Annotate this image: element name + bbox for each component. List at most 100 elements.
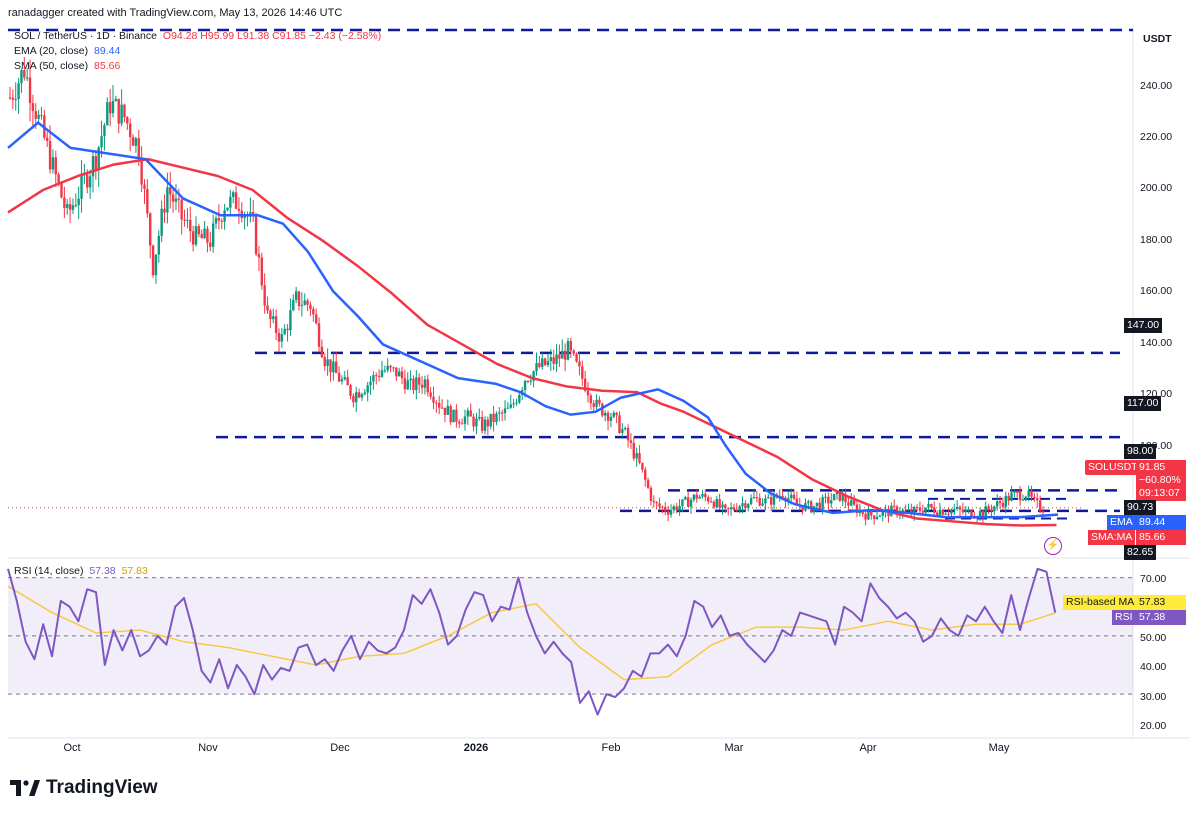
- candle-body: [480, 417, 484, 431]
- sma50-line: [7, 157, 1057, 527]
- candle-body: [586, 390, 590, 396]
- candle-body: [772, 494, 776, 505]
- candle-body: [63, 197, 66, 208]
- candle-body: [106, 102, 109, 126]
- candle-body: [189, 219, 192, 232]
- candle-body: [695, 494, 698, 499]
- candle-body: [498, 412, 501, 414]
- symbol-title: SOL / TetherUS · 1D · Binance: [14, 30, 157, 42]
- price-tick: 140.00: [1140, 337, 1173, 349]
- candle-body: [918, 507, 922, 512]
- candle-body: [435, 402, 438, 404]
- candle-body: [635, 453, 638, 459]
- sma-value-tag: 85.66: [1136, 530, 1186, 545]
- candle-body: [518, 394, 521, 403]
- candle-body: [589, 395, 593, 404]
- candle-body: [761, 503, 764, 506]
- candle-body: [941, 509, 945, 515]
- candle-body: [466, 410, 470, 417]
- candle-body: [881, 510, 884, 516]
- candle-body: [984, 506, 987, 518]
- tradingview-logo-icon: [10, 779, 40, 797]
- candle-body: [357, 392, 361, 398]
- candle-body: [335, 361, 338, 373]
- candle-body: [569, 341, 573, 351]
- candle-body: [409, 378, 412, 381]
- candle-body: [913, 507, 916, 515]
- candle-body: [183, 219, 186, 221]
- candle-body: [503, 408, 507, 414]
- candle-body: [406, 380, 409, 390]
- candle-body: [924, 507, 927, 513]
- tradingview-brand[interactable]: TradingView: [10, 777, 158, 799]
- candle-body: [495, 413, 498, 422]
- candle-body: [652, 500, 656, 503]
- candle-body: [397, 371, 401, 377]
- candle-body: [151, 245, 155, 276]
- ema-value-tag: 89.44: [1136, 515, 1186, 530]
- candle-body: [732, 507, 736, 510]
- sma-legend: SMA (50, close) 85.66: [14, 60, 120, 72]
- candle-body: [320, 346, 324, 358]
- candle-body: [827, 496, 830, 504]
- candle-body: [861, 510, 864, 514]
- candle-body: [1021, 499, 1025, 501]
- candle-body: [37, 114, 40, 119]
- level-tag-9073: 90.73: [1124, 500, 1157, 515]
- rsi-ma-name-tag: RSI-based MA: [1063, 595, 1138, 610]
- candle-body: [263, 285, 266, 306]
- candle-body: [572, 350, 575, 354]
- candle-body: [460, 423, 464, 425]
- candle-body: [8, 97, 12, 99]
- x-tick: Nov: [198, 742, 218, 754]
- candle-body: [824, 496, 827, 498]
- lightning-icon[interactable]: ⚡: [1044, 537, 1062, 555]
- candle-body: [1010, 492, 1013, 501]
- candle-body: [252, 212, 255, 216]
- candle-body: [970, 509, 973, 518]
- candle-body: [870, 511, 873, 516]
- candle-body: [601, 403, 604, 416]
- candle-body: [755, 497, 759, 499]
- symbol-legend: SOL / TetherUS · 1D · Binance O94.28 H95…: [14, 30, 381, 42]
- price-axis-unit: USDT: [1143, 33, 1172, 45]
- candle-body: [489, 413, 492, 427]
- ema-legend: EMA (20, close) 89.44: [14, 45, 120, 57]
- candle-body: [77, 198, 80, 206]
- candle-body: [111, 101, 115, 114]
- candle-body: [146, 188, 149, 214]
- candle-body: [423, 379, 427, 388]
- candle-body: [226, 207, 229, 211]
- candle-body: [632, 442, 635, 459]
- candle-body: [872, 515, 876, 520]
- candle-body: [20, 70, 23, 84]
- candle-body: [664, 507, 667, 512]
- candle-body: [383, 370, 387, 372]
- candle-body: [747, 504, 750, 509]
- candle-body: [1001, 503, 1005, 507]
- candle-body: [552, 357, 555, 364]
- candle-body: [506, 407, 510, 409]
- candle-body: [910, 509, 913, 515]
- candle-body: [915, 507, 919, 509]
- candle-body: [666, 511, 670, 515]
- chart-attribution: ranadagger created with TradingView.com,…: [8, 7, 343, 19]
- candle-body: [160, 208, 163, 236]
- candle-body: [938, 509, 942, 516]
- candle-body: [126, 117, 129, 124]
- ema-label: EMA (20, close): [14, 45, 89, 57]
- candle-body: [1007, 495, 1010, 501]
- candle-body: [532, 371, 535, 381]
- candle-body: [100, 136, 103, 148]
- candle-body: [214, 217, 218, 224]
- candle-body: [1036, 498, 1039, 501]
- candle-body: [171, 194, 175, 202]
- candle-body: [103, 125, 106, 137]
- candle-body: [426, 379, 429, 393]
- candle-body: [715, 499, 718, 508]
- candle-body: [257, 254, 261, 258]
- candle-body: [363, 392, 367, 395]
- candle-body: [403, 378, 407, 390]
- candle-body: [892, 505, 896, 507]
